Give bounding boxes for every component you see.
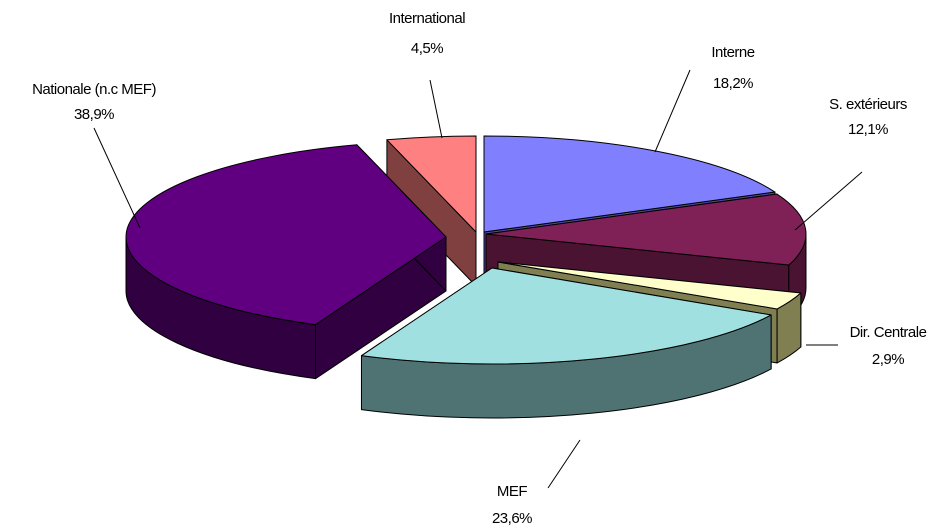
slice-mef bbox=[360, 267, 772, 419]
leader-line-interne bbox=[654, 69, 691, 153]
slice-name-label: Interne bbox=[711, 44, 754, 61]
slice-top bbox=[485, 193, 807, 266]
slice-top bbox=[125, 144, 447, 326]
slice-value-label: 38,9% bbox=[74, 106, 114, 123]
slice-top bbox=[497, 261, 802, 310]
leader-line-nationale-n-c-mef bbox=[93, 127, 141, 229]
slice-name-label: International bbox=[389, 10, 465, 27]
slice-value-label: 23,6% bbox=[492, 510, 532, 527]
leader-line-s-ext-rieurs bbox=[794, 171, 863, 231]
leader-lines bbox=[93, 69, 863, 489]
leader-line-mef bbox=[547, 439, 581, 489]
slice-name-label: S. extérieurs bbox=[829, 96, 907, 113]
slice-name-label: Dir. Centrale bbox=[850, 324, 927, 341]
slice-value-label: 2,9% bbox=[872, 351, 904, 368]
slice-value-label: 12,1% bbox=[848, 121, 888, 138]
slice-top bbox=[360, 267, 772, 365]
slice-international bbox=[386, 135, 477, 287]
slice-name-label: Nationale (n.c MEF) bbox=[32, 81, 156, 98]
slice-top bbox=[386, 135, 477, 233]
leader-line-international bbox=[429, 79, 443, 139]
slice-value-label: 4,5% bbox=[411, 40, 443, 57]
labels-layer: Interne 18,2% S. extérieurs 12,1% Dir. Centr… bbox=[32, 10, 927, 527]
slice-name-label: MEF bbox=[497, 483, 528, 500]
slice-nationale-n-c-mef bbox=[125, 144, 447, 380]
slice-top bbox=[483, 135, 776, 233]
slice-value-label: 18,2% bbox=[713, 75, 753, 92]
slices-layer bbox=[125, 135, 807, 419]
